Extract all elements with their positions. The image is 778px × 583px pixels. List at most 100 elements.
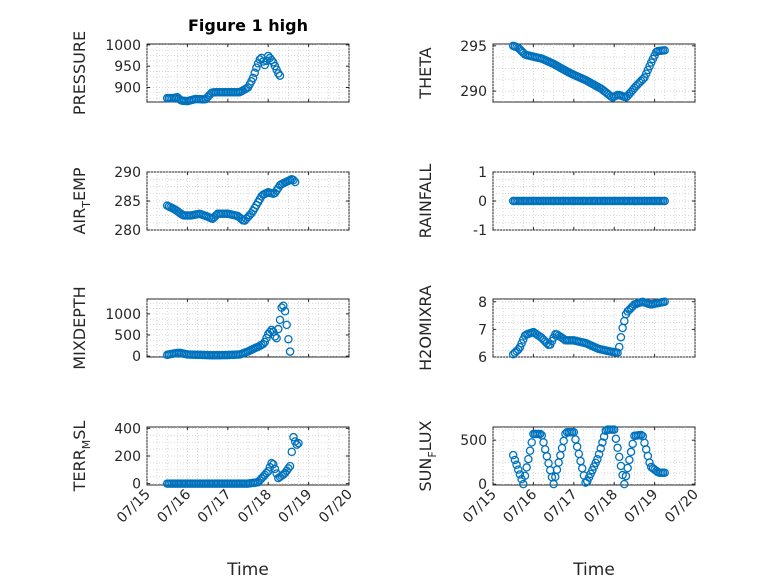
y-tick-label: 1000 — [105, 307, 141, 323]
y-axis-label: MIXDEPTH — [70, 286, 89, 369]
data-point — [514, 465, 523, 474]
panel-terr-msl: 07/15 07/16 07/17 07/18 07/19 07/20Time020040… — [70, 421, 356, 580]
y-tick-label: 500 — [114, 328, 141, 344]
panel-air-temp: 280 285 290 AIRTEMP — [70, 165, 350, 239]
data-point — [615, 342, 624, 352]
data-point — [282, 320, 291, 330]
data-point — [248, 73, 258, 83]
data-point — [285, 347, 295, 356]
x-tick-label: 07/16 — [154, 486, 194, 526]
y-tick-label: 950 — [114, 59, 141, 75]
data-point — [274, 324, 283, 334]
data-point — [289, 432, 298, 442]
data-point — [594, 449, 604, 459]
y-tick-label: 285 — [114, 194, 141, 210]
data-point — [660, 297, 669, 307]
data-point — [285, 461, 295, 471]
x-axis-label: Time — [572, 560, 615, 580]
data-point — [623, 463, 632, 473]
y-tick-label: 200 — [114, 449, 141, 465]
y-tick-label: 6 — [478, 350, 487, 366]
y-tick-label: 0 — [478, 194, 487, 210]
y-tick-label: -1 — [473, 223, 487, 239]
data-point — [620, 479, 629, 489]
x-tick-label: 07/20 — [662, 487, 702, 527]
data-point — [613, 443, 622, 453]
y-tick-label: 290 — [114, 165, 141, 181]
y-tick-label: 0 — [132, 349, 141, 365]
y-tick-label: 900 — [114, 81, 141, 97]
data-point — [621, 471, 631, 481]
x-tick-label: 07/19 — [276, 487, 316, 527]
data-point — [294, 438, 303, 448]
data-point — [512, 460, 521, 470]
data-point — [284, 464, 293, 473]
y-tick-label: 8 — [478, 295, 487, 311]
data-point — [289, 175, 298, 185]
x-tick-label: 07/18 — [235, 487, 275, 527]
data-point — [510, 455, 520, 465]
x-tick-label: 07/17 — [195, 487, 235, 527]
data-point — [660, 196, 669, 206]
panel-rainfall: -1 0 1 RAINFALL — [416, 164, 696, 239]
data-point — [660, 46, 669, 55]
data-point — [535, 429, 545, 439]
y-tick-label: 500 — [460, 433, 487, 449]
y-tick-label: 400 — [114, 421, 141, 437]
data-point — [287, 447, 297, 457]
data-point — [260, 337, 270, 347]
y-axis-label: RAINFALL — [416, 164, 435, 239]
data-point — [519, 479, 528, 489]
y-tick-label: 290 — [460, 84, 487, 100]
data-point — [628, 439, 637, 449]
panel-pressure: 900 950 1000 PRESSURE Figure 1 high — [70, 16, 350, 115]
y-tick-label: 7 — [478, 322, 487, 338]
panel-mixdepth: 0 500 1000 MIXDEPTH — [70, 286, 350, 370]
y-tick-label: 0 — [478, 477, 487, 493]
y-tick-label: 0 — [132, 477, 141, 493]
data-point — [290, 177, 300, 187]
y-tick-label: 1000 — [105, 38, 141, 54]
panel-sun-flux: 07/15 07/16 07/17 07/18 07/19 07/20Time0500SU… — [416, 420, 702, 580]
y-axis-label: AIRTEMP — [70, 167, 93, 234]
data-point — [517, 339, 526, 348]
y-axis-label: PRESSURE — [70, 31, 89, 115]
data-point — [609, 425, 619, 434]
data-point — [524, 454, 533, 464]
data-point — [279, 301, 288, 310]
x-tick-label: 07/20 — [316, 487, 356, 527]
data-point — [265, 327, 275, 337]
data-point — [275, 315, 285, 325]
data-point — [636, 430, 646, 440]
y-axis-label: THETA — [416, 47, 435, 99]
data-point — [268, 460, 278, 469]
x-tick-label: 07/19 — [622, 487, 662, 527]
data-point — [275, 71, 285, 80]
data-point — [615, 452, 624, 462]
data-point — [598, 438, 607, 447]
data-point — [593, 454, 602, 464]
data-point — [616, 332, 626, 342]
data-point — [292, 440, 302, 449]
data-point — [250, 68, 259, 78]
data-point — [284, 334, 293, 344]
data-point — [613, 348, 622, 357]
x-tick-label: 07/18 — [581, 487, 621, 527]
data-point — [252, 63, 261, 72]
data-point — [520, 471, 530, 481]
y-tick-label: 295 — [460, 39, 487, 55]
data-point — [626, 447, 636, 457]
x-tick-label: 07/16 — [500, 486, 540, 526]
panel-h2omixra: 6 7 8 H2OMIXRA — [416, 285, 696, 371]
data-point — [611, 434, 621, 443]
data-point — [522, 463, 531, 472]
data-point — [274, 69, 283, 78]
data-point — [515, 470, 525, 479]
data-point — [272, 333, 281, 343]
data-point — [660, 468, 669, 477]
y-axis-label: H2OMIXRA — [416, 285, 435, 371]
y-axis-label: TERRMSL — [70, 421, 93, 493]
data-point — [625, 455, 634, 465]
y-axis-label: SUNFLUX — [416, 420, 439, 491]
